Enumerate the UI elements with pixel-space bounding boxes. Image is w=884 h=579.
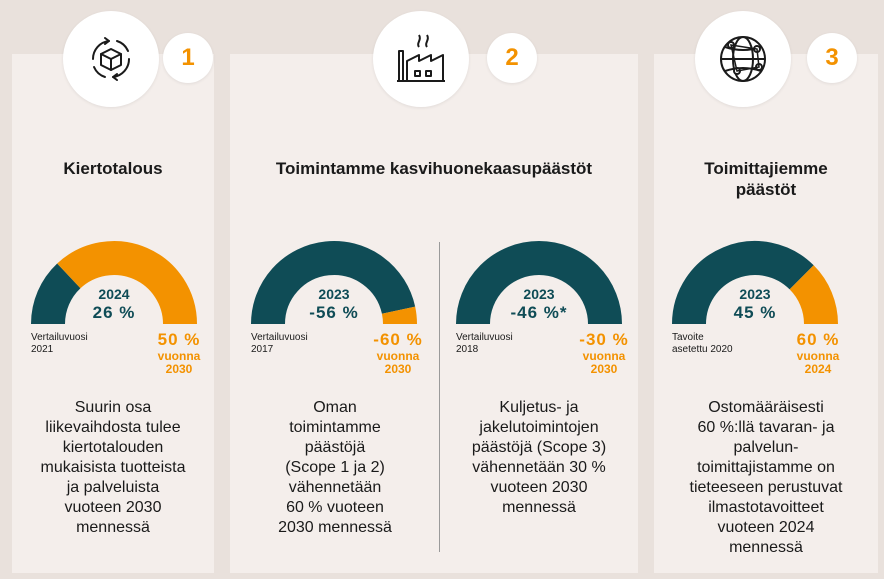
baseline-label-1: Vertailuvuosi 2021: [31, 332, 88, 356]
description-line: toimittajistamme on: [697, 459, 835, 476]
description-line: Oman: [313, 399, 357, 416]
description-line: jakelutoimintojen: [479, 419, 599, 436]
baseline-label-line-2: 2018: [456, 344, 479, 355]
section-title-3-line-1: Toimittajiemme: [704, 159, 828, 178]
circular-box-icon: [63, 11, 159, 107]
target-3: -30 % vuonna 2030: [570, 330, 638, 376]
gauge-achieved-arc: [672, 241, 814, 325]
globe-network-icon: [695, 11, 791, 107]
section-number-3: 3: [807, 33, 857, 83]
target-percentage: 60 %: [796, 330, 840, 349]
gauge-percentage: -56 %: [309, 303, 359, 322]
target-4: 60 % vuonna 2024: [786, 330, 850, 376]
description-scope-1-2: Oman toimintamme päästöjä (Scope 1 ja 2) väh…: [240, 398, 430, 538]
section-title-1: Kiertotalous: [63, 159, 163, 178]
description-line: 2030 mennessä: [278, 519, 392, 536]
description-line: palvelun-: [733, 439, 799, 456]
gauge-year: 2023: [739, 286, 771, 302]
description-line: vähennetään: [288, 479, 382, 496]
description-line: Kuljetus- ja: [499, 399, 579, 416]
description-scope-3: Kuljetus- ja jakelutoimintojen päästöjä (S…: [444, 398, 634, 518]
gauge-value-3: 2023 -46 %*: [489, 286, 589, 323]
target-sub-2: 2030: [590, 362, 618, 376]
gauge-year: 2023: [523, 286, 555, 302]
gauge-circular-economy: [31, 241, 197, 325]
description-line: vähennetään 30 %: [472, 459, 606, 476]
section-title-3: Toimittajiemme päästöt: [654, 158, 878, 200]
description-line: ilmastotavoitteet: [708, 499, 824, 516]
target-2: -60 % vuonna 2030: [364, 330, 432, 376]
gauge-achieved-arc: [456, 241, 622, 325]
description-line: (Scope 1 ja 2): [285, 459, 385, 476]
description-line: liikevaihdosta tulee: [45, 419, 181, 436]
gauge-remaining-arc: [789, 265, 838, 325]
baseline-label-line-2: 2021: [31, 344, 54, 355]
gauge-remaining-arc: [381, 306, 417, 325]
target-1: 50 % vuonna 2030: [146, 330, 212, 376]
baseline-label-line-1: Tavoite: [672, 332, 704, 343]
description-line: 60 %:llä tavaran- ja: [697, 419, 835, 436]
section-number-2: 2: [487, 33, 537, 83]
target-sub-1: vuonna: [157, 349, 201, 363]
target-percentage: 50 %: [157, 330, 201, 349]
section-title-3-line-2: päästöt: [735, 180, 797, 199]
own-emissions-panel: [230, 54, 638, 573]
baseline-label-line-1: Vertailuvuosi: [31, 332, 88, 343]
description-line: mennessä: [76, 519, 150, 536]
target-sub-2: 2024: [804, 362, 832, 376]
description-line: tieteeseen perustuvat: [689, 479, 843, 496]
description-line: Ostomääräisesti: [708, 399, 824, 416]
description-line: kiertotalouden: [62, 439, 164, 456]
section-divider: [439, 242, 440, 552]
target-percentage: -30 %: [579, 330, 629, 349]
description-line: vuoteen 2024: [717, 519, 815, 536]
baseline-label-line-2: 2017: [251, 344, 274, 355]
target-sub-1: vuonna: [376, 349, 420, 363]
target-sub-2: 2030: [384, 362, 412, 376]
gauge-year: 2023: [318, 286, 350, 302]
description-line: toimintamme: [289, 419, 381, 436]
gauge-percentage: 45 %: [733, 303, 777, 322]
gauge-achieved-arc: [31, 263, 82, 325]
description-line: vuoteen 2030: [490, 479, 588, 496]
gauge-scope-3: [456, 241, 622, 325]
gauge-remaining-arc: [57, 241, 197, 325]
target-sub-2: 2030: [165, 362, 193, 376]
baseline-label-line-1: Vertailuvuosi: [251, 332, 308, 343]
baseline-label-3: Vertailuvuosi 2018: [456, 332, 513, 356]
description-line: mennessä: [729, 539, 803, 556]
baseline-label-2: Vertailuvuosi 2017: [251, 332, 308, 356]
description-line: vuoteen 2030: [64, 499, 162, 516]
section-title-2: Toimintamme kasvihuonekaasupäästöt: [275, 159, 593, 178]
description-line: ja palveluista: [66, 479, 160, 496]
description-line: päästöjä (Scope 3): [471, 439, 607, 456]
description-suppliers: Ostomääräisesti 60 %:llä tavaran- ja palve…: [656, 398, 876, 558]
gauge-percentage: 26 %: [92, 303, 136, 322]
gauge-year: 2024: [98, 286, 130, 302]
gauge-scope-1-2: [251, 241, 417, 325]
gauge-value-4: 2023 45 %: [705, 286, 805, 323]
description-line: mennessä: [502, 499, 576, 516]
gauge-percentage: -46 %*: [510, 303, 568, 322]
target-sub-1: vuonna: [582, 349, 626, 363]
baseline-label-4: Tavoite asetettu 2020: [672, 332, 733, 356]
description-line: päästöjä: [304, 439, 366, 456]
gauge-value-1: 2024 26 %: [64, 286, 164, 323]
description-line: mukaisista tuotteista: [40, 459, 186, 476]
gauge-achieved-arc: [251, 241, 416, 325]
description-line: 60 % vuoteen: [286, 499, 384, 516]
gauge-value-2: 2023 -56 %: [284, 286, 384, 323]
description-circular-economy: Suurin osa liikevaihdosta tulee kiertotalo…: [14, 398, 212, 538]
section-number-1: 1: [163, 33, 213, 83]
baseline-label-line-1: Vertailuvuosi: [456, 332, 513, 343]
factory-icon: [373, 11, 469, 107]
target-percentage: -60 %: [373, 330, 423, 349]
baseline-label-line-2: asetettu 2020: [672, 344, 733, 355]
target-sub-1: vuonna: [796, 349, 840, 363]
gauge-suppliers: [672, 241, 838, 325]
description-line: Suurin osa: [74, 399, 152, 416]
